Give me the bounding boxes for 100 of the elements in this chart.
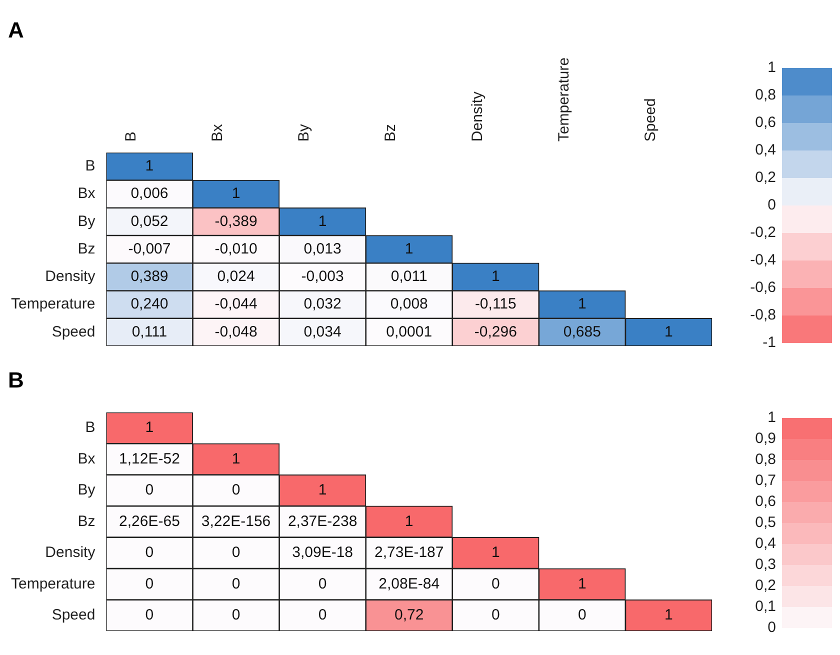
data-label: 2,73E-187 [374,544,444,562]
color-bar-label: 0,8 [755,86,776,104]
data-label: 1 [664,323,673,340]
data-label: -0,003 [301,268,344,286]
color-bar-label: 0 [768,196,776,214]
y-tick-label: Bz [78,512,96,530]
y-tick-label: Bx [78,450,96,468]
data-label: 1 [145,158,154,175]
color-bar-label: 0,6 [755,114,776,132]
data-label: 0,011 [390,268,428,286]
y-tick-label: Temperature [10,296,96,313]
data-label: 0 [491,606,500,624]
data-label: 0,72 [394,606,424,624]
y-tick-label: Bx [78,185,96,202]
color-bar-label: 0,5 [755,514,776,532]
data-label: 0 [232,544,240,562]
data-label: 0,0001 [386,323,432,340]
y-tick-label: Temperature [10,575,96,592]
data-label: 0 [318,575,327,592]
y-tick-label: Bz [78,240,96,258]
data-label: -0,115 [474,296,516,313]
color-bar-label: 1 [768,59,776,76]
data-label: -0,389 [214,212,258,230]
data-label: 0,034 [304,323,342,340]
color-bar-label: 0,2 [755,169,776,186]
x-tick-label: By [296,124,313,142]
data-label: 1 [318,482,327,499]
x-tick-label: Bz [382,124,400,142]
y-tick-label: B [85,419,96,436]
data-label: 0 [232,575,240,592]
data-label: 0,111 [132,323,168,340]
color-bar-label: -1 [762,334,776,352]
color-bar-label: 0,7 [755,472,776,490]
color-bar-label: 0,6 [755,493,776,510]
data-label: 3,09E-18 [292,544,354,562]
color-bar-label: 1 [768,409,776,426]
data-label: 0 [491,575,500,592]
data-label: 0 [145,606,154,624]
chart-title: A [8,17,24,42]
data-label: 0,032 [304,296,342,313]
data-label: 0,052 [130,212,168,230]
x-tick-label: B [122,132,140,142]
data-label: 2,26E-65 [119,512,180,530]
data-label: 1,12E-52 [119,450,180,468]
y-tick-label: By [78,212,96,230]
data-label: 0 [145,575,154,592]
data-label: -0,007 [128,240,171,258]
data-label: 0,389 [130,268,168,286]
color-bar-label: 0,2 [755,577,776,594]
x-tick-label: Temperature [555,57,572,142]
color-bar-label: -0,8 [750,306,776,324]
data-label: 1 [578,575,586,592]
data-label: 0,024 [217,268,255,286]
data-label: 1 [318,212,327,230]
data-label: 0 [145,482,154,499]
color-bar-label: -0,4 [750,252,776,269]
color-bar-label: 0,3 [755,556,776,574]
color-bar-label: 0,4 [755,142,776,159]
data-label: 0,013 [304,240,342,258]
data-label: 1 [232,450,240,468]
data-label: 1 [491,544,500,562]
data-label: -0,048 [214,323,258,340]
y-tick-label: Density [45,268,96,286]
y-tick-label: By [78,482,96,499]
data-label: 0 [232,606,240,624]
color-bar-label: 0,8 [755,451,776,468]
data-label: 1 [404,240,414,258]
data-label: 0,240 [130,296,168,313]
data-label: -0,010 [214,240,258,258]
data-label: 0 [145,544,154,562]
data-label: 3,22E-156 [201,512,271,530]
data-label: 1 [578,296,586,313]
x-tick-label: Bx [209,124,226,142]
data-label: 2,37E-238 [288,512,358,530]
data-label: 0,685 [563,323,601,340]
y-tick-label: Density [45,544,96,562]
data-label: 1 [145,419,154,436]
color-bar-label: 0,1 [755,598,776,616]
data-label: 1 [404,512,414,530]
data-label: 0 [318,606,327,624]
x-tick-label: Density [468,91,486,142]
y-tick-label: B [85,158,96,175]
data-label: 1 [664,606,673,624]
data-label: 0,008 [390,296,428,313]
data-label: -0,296 [474,323,517,340]
data-label: 1 [232,185,240,202]
color-bar-label: 0,4 [755,535,776,552]
color-bar-label: 0 [768,619,776,636]
y-tick-label: Speed [52,323,96,340]
x-tick-label: Speed [642,98,659,142]
color-bar-label: 0,9 [755,430,776,448]
data-label: -0,044 [214,296,258,313]
y-tick-label: Speed [52,606,96,624]
data-label: 0 [232,482,240,499]
color-bar-label: -0,6 [750,279,776,296]
color-bar-label: -0,2 [750,224,776,242]
data-label: 0 [578,606,586,624]
data-label: 2,08E-84 [378,575,440,592]
data-label: 1 [491,268,500,286]
data-label: 0,006 [130,185,168,202]
